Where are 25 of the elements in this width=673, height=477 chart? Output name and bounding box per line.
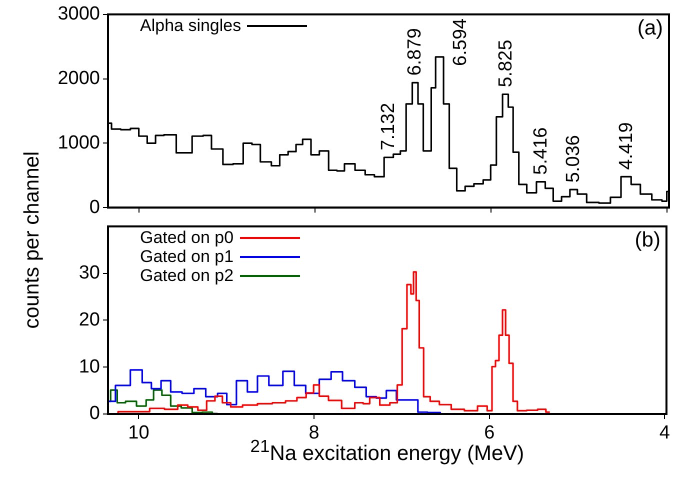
x-tick-label: 6	[484, 422, 495, 444]
annotation: (b)	[634, 228, 660, 252]
annotation: 5.036	[563, 135, 584, 183]
y-tick-label: 2000	[58, 68, 100, 90]
annotation: 6.594	[450, 18, 472, 66]
y-tick-label: 30	[78, 262, 100, 284]
y-tick-label: 1000	[58, 132, 100, 154]
legend-label: Alpha singles	[140, 16, 242, 36]
y-tick-label: 0	[89, 196, 100, 218]
annotation: 7.132	[378, 102, 400, 150]
annotation: (a)	[637, 16, 663, 40]
annotation: 5.416	[530, 127, 552, 175]
y-tick-label: 3000	[58, 4, 100, 25]
annotation: 5.825	[495, 40, 516, 88]
y-axis-title: counts per channel	[20, 151, 44, 329]
legend-label: Gated on p0	[140, 228, 234, 248]
y-tick-label: 0	[89, 403, 100, 424]
y-tick-label: 20	[78, 309, 100, 330]
x-tick-label: 4	[659, 422, 670, 444]
y-tick-label: 10	[78, 356, 100, 378]
annotation: 4.419	[616, 122, 637, 170]
annotation: 6.879	[404, 28, 426, 76]
legend-label: Gated on p2	[140, 266, 234, 286]
x-tick-label: 10	[128, 422, 150, 444]
legend-label: Gated on p1	[140, 247, 234, 266]
